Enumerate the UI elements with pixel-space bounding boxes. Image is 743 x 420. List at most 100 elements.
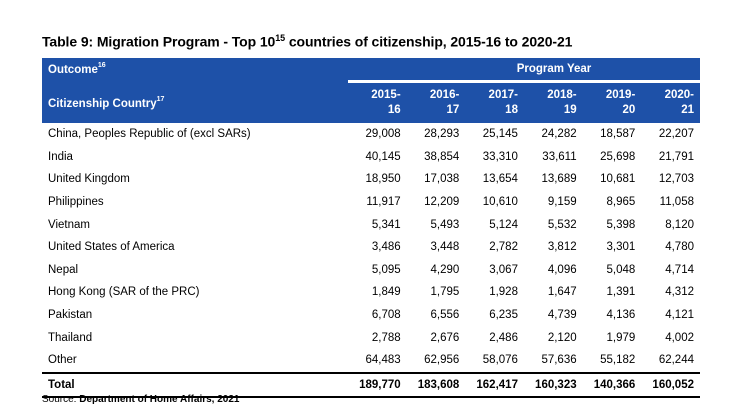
year-header-3: 2018- 19 [523,83,583,123]
value-cell: 1,795 [430,286,460,299]
value-cell: 18,587 [600,128,636,141]
total-row: Total 189,770 183,608 162,417 160,323 140,36… [42,371,700,398]
table-row: Philippines 11,917 12,209 10,610 9,159 8,965 1… [42,191,700,214]
header-row-years: Citizenship Country17 2015- 16 2016- 17 2017… [42,83,700,123]
migration-table: Outcome16 Program Year Citizenship Count… [42,58,700,398]
value-cell: 55,182 [600,354,636,367]
table-row: Thailand 2,788 2,676 2,486 2,120 1,979 4,002 [42,326,700,349]
value-cell: 3,301 [606,241,636,254]
value-cell: 62,956 [424,354,460,367]
value-cell: 4,121 [665,309,694,322]
country-cell: Philippines [48,196,104,209]
value-cell: 3,067 [489,263,518,276]
value-cell: 21,791 [658,150,694,163]
value-cell: 4,312 [665,286,694,299]
table-row: United Kingdom 18,950 17,038 13,654 13,689 10… [42,168,700,191]
value-cell: 11,058 [659,196,694,209]
year-header-4: 2019- 20 [582,83,642,123]
value-cell: 25,698 [600,150,636,163]
value-cell: 25,145 [482,128,518,141]
value-cell: 11,917 [366,196,401,209]
total-value-cell: 183,608 [406,371,466,398]
total-label: Total [42,371,348,398]
value-cell: 3,486 [371,241,401,254]
value-cell: 4,002 [665,331,694,344]
value-cell: 5,398 [606,218,636,231]
country-cell: India [48,150,73,163]
value-cell: 29,008 [365,128,401,141]
value-cell: 28,293 [424,128,460,141]
value-cell: 5,532 [547,218,577,231]
value-cell: 5,124 [489,218,518,231]
value-cell: 1,979 [606,331,636,344]
value-cell: 17,038 [424,173,460,186]
year-header-1: 2016- 17 [406,83,466,123]
value-cell: 5,341 [371,218,401,231]
value-cell: 4,739 [547,309,577,322]
value-cell: 33,611 [542,150,577,163]
country-cell: Other [48,354,77,367]
value-cell: 8,965 [606,196,636,209]
value-cell: 10,681 [600,173,636,186]
country-cell: Hong Kong (SAR of the PRC) [48,286,200,299]
table-row: Hong Kong (SAR of the PRC) 1,849 1,795 1,92… [42,281,700,304]
country-cell: United Kingdom [48,173,130,186]
table-title: Table 9: Migration Program - Top 1015 co… [42,33,573,50]
table-row: Other 64,483 62,956 58,076 57,636 55,182 62,24… [42,349,700,373]
table-row: Vietnam 5,341 5,493 5,124 5,532 5,398 8,120 [42,213,700,236]
value-cell: 2,120 [547,331,577,344]
value-cell: 3,812 [547,241,577,254]
total-value-cell: 189,770 [348,371,407,398]
total-value-cell: 162,417 [465,371,524,398]
table-row: China, Peoples Republic of (excl SARs) 29… [42,123,700,146]
value-cell: 1,928 [489,286,518,299]
country-cell: Nepal [48,263,79,276]
value-cell: 4,780 [665,241,694,254]
outcome-header: Outcome16 [42,58,348,80]
value-cell: 4,290 [430,263,460,276]
value-cell: 13,654 [482,173,518,186]
value-cell: 5,048 [606,263,636,276]
value-cell: 3,448 [430,241,460,254]
table-row: Pakistan 6,708 6,556 6,235 4,739 4,136 4,121 [42,304,700,327]
value-cell: 4,096 [547,263,577,276]
value-cell: 18,950 [365,173,401,186]
value-cell: 1,647 [547,286,577,299]
country-cell: United States of America [48,241,175,254]
value-cell: 1,391 [606,286,636,299]
country-cell: Thailand [48,331,93,344]
value-cell: 4,714 [665,263,694,276]
value-cell: 40,145 [365,150,401,163]
value-cell: 2,788 [371,331,401,344]
total-value-cell: 140,366 [582,371,642,398]
value-cell: 38,854 [424,150,460,163]
table-row: United States of America 3,486 3,448 2,782 3… [42,236,700,259]
table-row: Nepal 5,095 4,290 3,067 4,096 5,048 4,714 [42,259,700,282]
year-header-5: 2020- 21 [641,83,700,123]
value-cell: 58,076 [482,354,518,367]
value-cell: 12,209 [424,196,460,209]
value-cell: 24,282 [541,128,577,141]
program-year-header: Program Year [348,58,700,80]
value-cell: 6,235 [489,309,518,322]
country-cell: Vietnam [48,218,90,231]
value-cell: 4,136 [606,309,636,322]
country-cell: Pakistan [48,309,93,322]
header-row-outcome: Outcome16 Program Year [42,58,700,80]
value-cell: 62,244 [658,354,694,367]
total-value-cell: 160,323 [523,371,583,398]
citizenship-country-header: Citizenship Country17 [42,83,348,123]
value-cell: 2,676 [430,331,460,344]
value-cell: 2,782 [489,241,518,254]
value-cell: 2,486 [489,331,518,344]
value-cell: 6,708 [371,309,401,322]
value-cell: 1,849 [371,286,401,299]
value-cell: 12,703 [658,173,694,186]
value-cell: 5,095 [371,263,401,276]
value-cell: 10,610 [482,196,518,209]
value-cell: 9,159 [547,196,577,209]
value-cell: 64,483 [365,354,401,367]
value-cell: 13,689 [541,173,577,186]
value-cell: 8,120 [665,218,694,231]
total-value-cell: 160,052 [641,371,700,398]
